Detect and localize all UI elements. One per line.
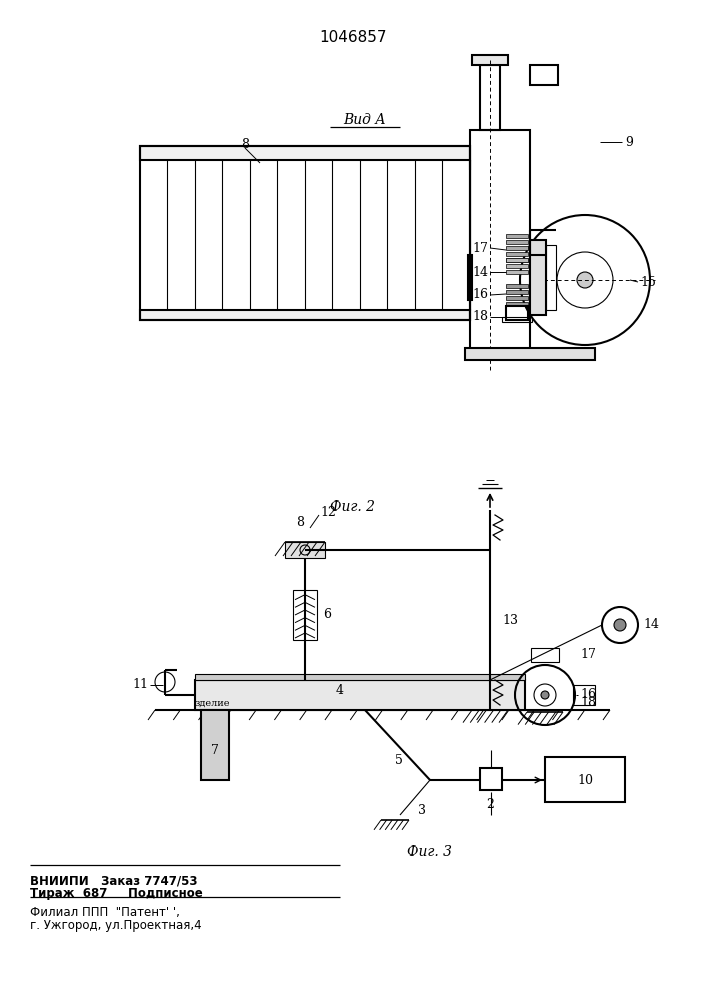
Bar: [506, 296, 528, 300]
Bar: [195, 680, 525, 710]
Bar: [465, 348, 595, 360]
Bar: [506, 258, 528, 262]
Bar: [468, 255, 472, 300]
Bar: [506, 290, 528, 294]
Bar: [140, 310, 470, 320]
Bar: [506, 270, 528, 274]
Bar: [506, 252, 528, 256]
Text: 17: 17: [472, 241, 488, 254]
Text: ВНИИПИ   Заказ 7747/53: ВНИИПИ Заказ 7747/53: [30, 874, 197, 887]
Text: 15: 15: [640, 275, 656, 288]
Bar: [506, 302, 528, 306]
Text: 2: 2: [486, 798, 494, 812]
Text: 16: 16: [580, 688, 596, 702]
Text: 13: 13: [502, 613, 518, 626]
Text: Фиг. 2: Фиг. 2: [330, 500, 375, 514]
Bar: [530, 240, 546, 315]
Bar: [480, 768, 502, 790]
Bar: [502, 317, 532, 322]
Bar: [472, 55, 508, 65]
Circle shape: [541, 691, 549, 699]
Bar: [573, 685, 595, 705]
Circle shape: [614, 619, 626, 631]
Bar: [480, 65, 500, 130]
Text: 7: 7: [211, 744, 219, 756]
Bar: [531, 648, 559, 662]
Text: 12: 12: [320, 506, 336, 518]
Text: 14: 14: [472, 265, 488, 278]
Text: 8: 8: [296, 516, 304, 528]
Text: г. Ужгород, ул.Проектная,4: г. Ужгород, ул.Проектная,4: [30, 919, 201, 932]
Bar: [140, 146, 470, 320]
Text: 8: 8: [241, 137, 249, 150]
Bar: [506, 246, 528, 250]
Text: Тираж  687     Подписное: Тираж 687 Подписное: [30, 887, 203, 900]
Text: 18: 18: [472, 310, 488, 324]
Bar: [285, 542, 325, 558]
Bar: [506, 258, 528, 262]
Bar: [140, 146, 470, 160]
Bar: [506, 306, 528, 320]
Text: Филиал ППП  "Патент' ',: Филиал ППП "Патент' ',: [30, 906, 180, 919]
Bar: [506, 234, 528, 238]
Bar: [546, 245, 556, 310]
Text: 11: 11: [132, 678, 148, 692]
Bar: [506, 284, 528, 288]
Text: 6: 6: [323, 608, 331, 621]
Bar: [530, 65, 558, 85]
Text: 18: 18: [580, 696, 596, 710]
Bar: [506, 240, 528, 244]
Bar: [470, 130, 530, 350]
Bar: [293, 590, 317, 640]
Circle shape: [577, 272, 593, 288]
Text: 14: 14: [643, 618, 659, 632]
Text: 10: 10: [577, 774, 593, 786]
Text: 1046857: 1046857: [320, 29, 387, 44]
Bar: [506, 264, 528, 268]
Text: зделие: зделие: [195, 698, 230, 708]
Text: 9: 9: [625, 135, 633, 148]
Text: 17: 17: [580, 648, 596, 662]
Text: Фиг. 3: Фиг. 3: [407, 845, 452, 859]
Bar: [195, 674, 525, 680]
Text: 16: 16: [472, 288, 488, 302]
Text: 3: 3: [418, 804, 426, 816]
Text: 5: 5: [395, 754, 403, 766]
Bar: [201, 710, 229, 780]
Bar: [545, 757, 625, 802]
Text: 4: 4: [336, 684, 344, 696]
Text: Вид А: Вид А: [344, 113, 386, 127]
